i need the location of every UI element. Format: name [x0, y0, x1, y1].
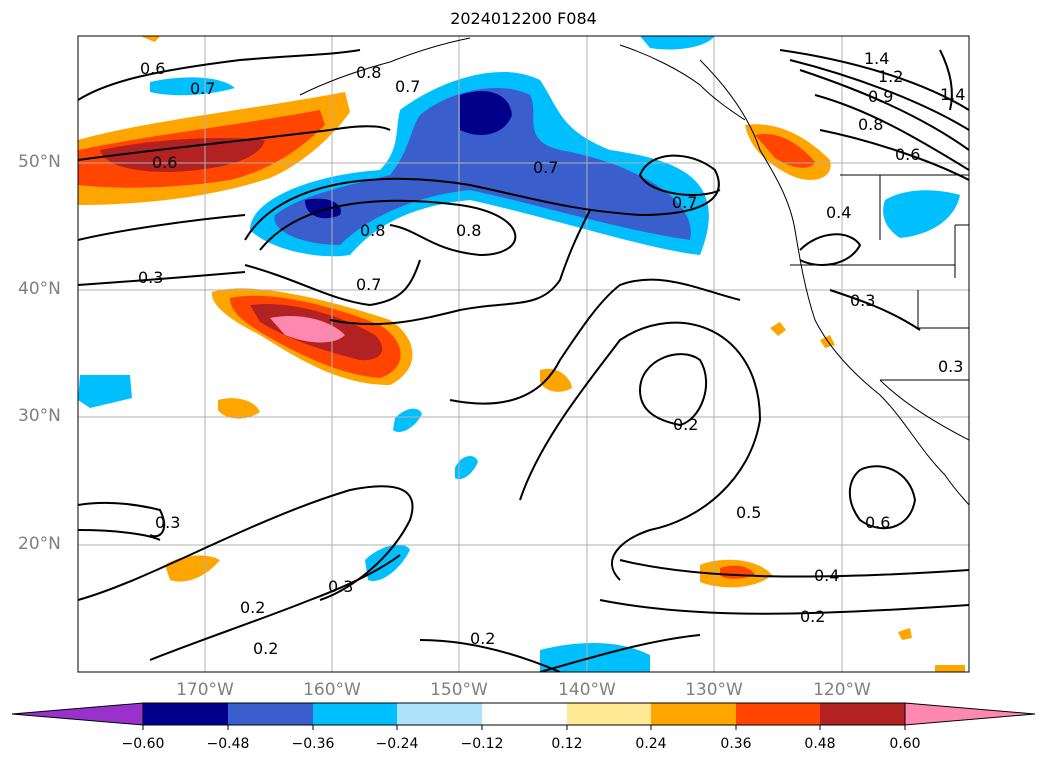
colorbar-segment [143, 703, 228, 725]
contour-label: 0.8 [456, 221, 481, 240]
colorbar-extend-low [11, 702, 144, 726]
contour-lines [78, 49, 969, 672]
gridlines [78, 36, 969, 672]
contour-label-group: 0.6 0.7 0.8 0.7 1.4 1.2 1.4 0.9 0.8 0.6 … [138, 49, 965, 658]
colorbar-segment [482, 703, 567, 725]
colorbar-tick-label: −0.36 [291, 736, 335, 752]
contour-label: 0.8 [360, 221, 385, 240]
contour-label: 0.3 [850, 291, 875, 310]
colorbar-tick-label: −0.12 [460, 736, 504, 752]
coastlines [299, 37, 969, 506]
contour-label: 0.2 [253, 639, 278, 658]
colorbar [11, 702, 1036, 730]
lat-label: 50°N [18, 152, 61, 172]
colorbar-segment [313, 703, 397, 725]
lat-label: 40°N [18, 279, 61, 299]
lat-label: 30°N [18, 406, 61, 426]
lon-label: 120°W [813, 680, 871, 700]
lat-label: 20°N [18, 534, 61, 554]
colorbar-segment [567, 703, 651, 725]
lon-label: 160°W [303, 680, 361, 700]
colorbar-tick-label: −0.60 [121, 736, 165, 752]
contour-label: 0.3 [138, 268, 163, 287]
contour-label: 0.7 [672, 193, 697, 212]
lon-label: 150°W [430, 680, 488, 700]
lon-label: 170°W [176, 680, 234, 700]
contour-label: 0.7 [356, 275, 381, 294]
contour-label: 0.2 [470, 629, 495, 648]
colorbar-tick-label: 0.36 [720, 736, 752, 752]
contour-label: 0.8 [356, 63, 381, 82]
colorbar-segment [228, 703, 313, 725]
contour-label: 0.9 [868, 87, 893, 106]
contour-label: 0.3 [155, 513, 180, 532]
contour-label: 0.7 [395, 77, 420, 96]
colorbar-segment [820, 703, 905, 725]
colorbar-extend-high [904, 702, 1036, 726]
colorbar-segment [397, 703, 482, 725]
shaded-regions [78, 36, 965, 672]
contour-label: 0.3 [938, 357, 963, 376]
contour-label: 1.2 [878, 67, 903, 86]
colorbar-tick-label: 0.48 [804, 736, 836, 752]
contour-label: 0.2 [240, 598, 265, 617]
contour-label: 0.6 [895, 145, 920, 164]
colorbar-segment [736, 703, 820, 725]
contour-label: 0.2 [673, 415, 698, 434]
colorbar-tick-label: 0.24 [635, 736, 667, 752]
contour-label: 0.2 [800, 607, 825, 626]
contour-label: 0.8 [858, 115, 883, 134]
contour-label: 1.4 [940, 85, 965, 104]
plot-frame [77, 35, 970, 673]
contour-label: 0.6 [140, 59, 165, 78]
colorbar-tick-label: 0.60 [889, 736, 921, 752]
lon-label: 130°W [685, 680, 743, 700]
contour-label: 1.4 [864, 49, 889, 68]
contour-label: 0.6 [865, 513, 890, 532]
colorbar-segment [651, 703, 736, 725]
lon-label: 140°W [558, 680, 616, 700]
contour-label: 0.5 [736, 503, 761, 522]
colorbar-tick-label: 0.12 [551, 736, 583, 752]
contour-label: 0.6 [152, 153, 177, 172]
contour-label: 0.7 [190, 79, 215, 98]
chart-title: 2024012200 F084 [450, 9, 597, 28]
contour-label: 0.4 [814, 566, 839, 585]
contour-label: 0.4 [826, 203, 851, 222]
colorbar-tick-label: −0.24 [375, 736, 419, 752]
contour-label: 0.7 [533, 158, 558, 177]
contour-label: 0.3 [328, 577, 353, 596]
colorbar-tick-label: −0.48 [206, 736, 250, 752]
